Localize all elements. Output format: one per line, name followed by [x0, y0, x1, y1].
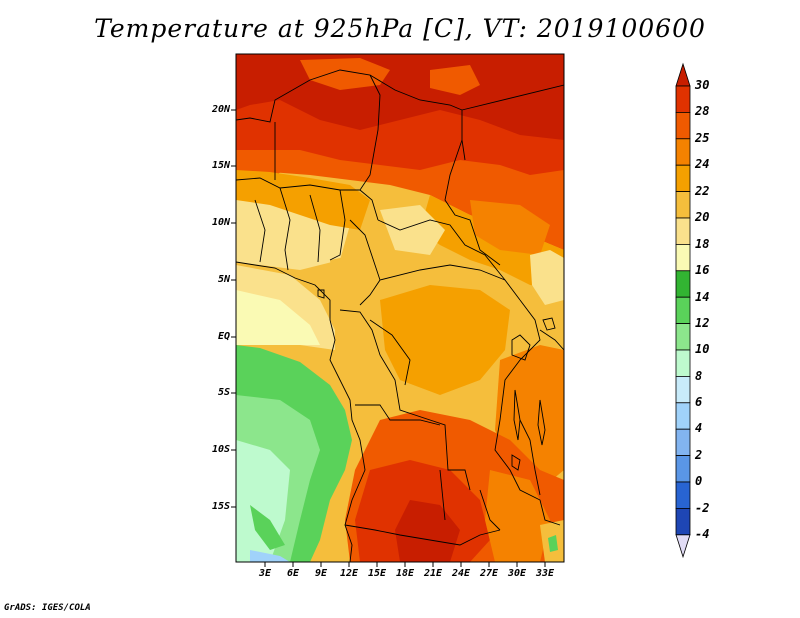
- lon-label-9e: 9E: [314, 568, 328, 579]
- lon-label-3e: 3E: [258, 568, 272, 579]
- colorbar-label: 24: [695, 157, 710, 171]
- colorbar-swatch: [675, 428, 691, 457]
- colorbar-swatch: [675, 323, 691, 351]
- lon-label-15e: 15E: [367, 568, 387, 579]
- lat-label-5n: 5N: [217, 274, 230, 285]
- lat-label-10s: 10S: [211, 444, 230, 455]
- lat-label-15s: 15S: [211, 501, 230, 512]
- credit-text: GrADS: IGES/COLA: [4, 603, 91, 613]
- colorbar-swatch: [675, 191, 691, 219]
- colorbar-top-cap: [675, 62, 691, 87]
- lat-label-20n: 20N: [211, 104, 230, 115]
- colorbar-swatch: [675, 217, 691, 245]
- colorbar-swatch: [675, 138, 691, 166]
- temperature-field: [236, 54, 564, 562]
- colorbar: [675, 62, 691, 559]
- colorbar-swatch: [675, 455, 691, 483]
- lon-label-12e: 12E: [339, 568, 359, 579]
- lat-label-5s: 5S: [217, 387, 230, 398]
- colorbar-label: 22: [695, 184, 710, 198]
- lon-label-27e: 27E: [479, 568, 499, 579]
- country-boundaries: [236, 69, 564, 562]
- colorbar-swatch: [675, 402, 691, 430]
- lat-label-15n: 15N: [211, 160, 230, 171]
- colorbar-label: 2: [695, 448, 703, 462]
- lon-label-21e: 21E: [423, 568, 443, 579]
- colorbar-bottom-cap: [675, 534, 691, 559]
- colorbar-swatch: [675, 296, 691, 325]
- lon-label-6e: 6E: [286, 568, 300, 579]
- colorbar-label: 0: [695, 474, 703, 488]
- colorbar-label: 6: [695, 395, 703, 409]
- colorbar-swatch: [675, 112, 691, 140]
- colorbar-label: 8: [695, 369, 703, 383]
- colorbar-swatch: [675, 243, 691, 272]
- lat-label-10n: 10N: [211, 217, 230, 228]
- lon-label-24e: 24E: [451, 568, 471, 579]
- colorbar-label: 16: [695, 263, 710, 277]
- colorbar-swatch: [675, 507, 691, 536]
- colorbar-label: -4: [695, 527, 710, 541]
- lon-label-33e: 33E: [535, 568, 555, 579]
- colorbar-label: 14: [695, 290, 710, 304]
- colorbar-swatch: [675, 481, 691, 509]
- colorbar-label: 25: [695, 131, 710, 145]
- colorbar-label: 12: [695, 316, 710, 330]
- colorbar-label: 4: [695, 421, 703, 435]
- chart-title: Temperature at 925hPa [C], VT: 201910060…: [94, 14, 706, 43]
- lat-label-eq: EQ: [217, 331, 230, 342]
- colorbar-label: 10: [695, 342, 710, 356]
- colorbar-label: 18: [695, 237, 710, 251]
- colorbar-label: 30: [695, 78, 710, 92]
- colorbar-label: 20: [695, 210, 710, 224]
- colorbar-swatch: [675, 375, 691, 404]
- colorbar-swatch: [675, 270, 691, 298]
- colorbar-label: 28: [695, 104, 710, 118]
- axis-ticks: [231, 109, 546, 567]
- lon-label-18e: 18E: [395, 568, 415, 579]
- colorbar-swatch: [675, 85, 691, 113]
- colorbar-swatch: [675, 164, 691, 192]
- lon-label-30e: 30E: [507, 568, 527, 579]
- colorbar-swatch: [675, 349, 691, 377]
- map-frame: [235, 53, 565, 563]
- colorbar-label: -2: [695, 501, 710, 515]
